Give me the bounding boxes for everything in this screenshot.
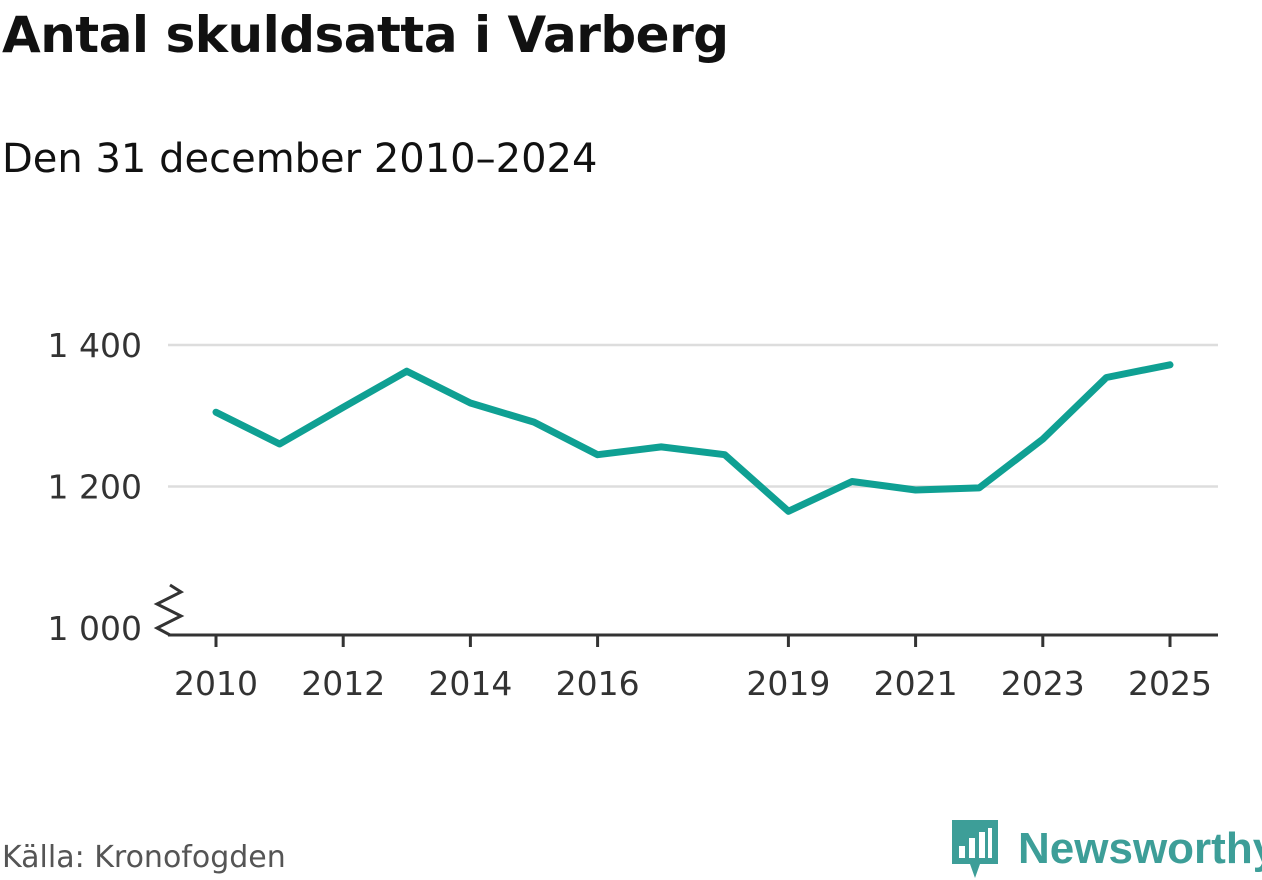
gridlines: [168, 343, 1218, 488]
source-note: Källa: Kronofogden: [2, 840, 286, 875]
chart-subtitle: Den 31 december 2010–2024: [2, 136, 598, 182]
y-tick-label: 1 400: [48, 326, 142, 365]
brand-logo: Newsworthy: [950, 818, 1262, 880]
x-tick-label: 2025: [1128, 664, 1212, 703]
y-tick-label: 1 000: [48, 609, 142, 648]
x-axis-labels: 2010 2012 2014 2016 2019 2021 2023 2025: [174, 664, 1212, 703]
brand-name: Newsworthy: [1018, 824, 1262, 873]
x-tick-label: 2016: [556, 664, 640, 703]
x-tick-label: 2023: [1001, 664, 1085, 703]
bar-chart-logo-icon: [952, 820, 998, 878]
x-tick-label: 2021: [874, 664, 958, 703]
series-line: [212, 361, 1174, 515]
axis-break-icon: [153, 583, 185, 637]
y-axis-labels: 1 000 1 200 1 400: [48, 326, 142, 648]
x-tick-label: 2010: [174, 664, 258, 703]
series-layer: [212, 361, 1174, 515]
chart-title: Antal skuldsatta i Varberg: [2, 6, 729, 64]
x-tick-label: 2019: [746, 664, 830, 703]
axes: [153, 583, 1218, 647]
x-tick-label: 2014: [428, 664, 512, 703]
x-tick-label: 2012: [301, 664, 385, 703]
y-tick-label: 1 200: [48, 468, 142, 507]
